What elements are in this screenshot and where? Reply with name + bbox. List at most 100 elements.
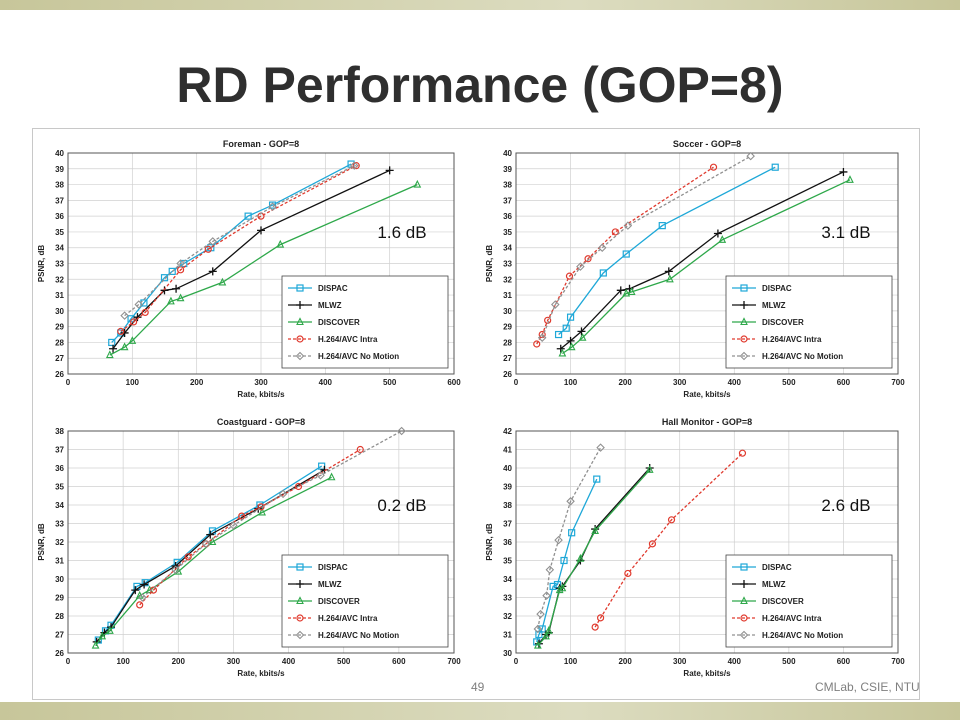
y-tick-label: 33 <box>503 594 512 603</box>
legend-marker <box>740 335 748 343</box>
data-point <box>566 313 575 321</box>
data-point <box>168 267 176 275</box>
y-tick-label: 35 <box>55 228 64 237</box>
legend-marker <box>739 351 749 361</box>
x-tick-label: 700 <box>891 378 905 387</box>
data-point <box>566 336 575 345</box>
data-point <box>257 226 265 235</box>
chart-title: Coastguard - GOP=8 <box>217 417 305 427</box>
data-point <box>597 243 607 252</box>
legend-label: DISPAC <box>318 284 348 293</box>
data-point <box>91 640 100 649</box>
legend-marker <box>295 351 305 361</box>
x-tick-label: 0 <box>514 378 519 387</box>
data-point <box>108 338 116 347</box>
plot-frame <box>515 152 899 375</box>
y-tick-label: 36 <box>55 464 64 473</box>
legend-marker <box>739 630 749 640</box>
series-line <box>120 165 357 332</box>
legend-label: MLWZ <box>762 301 786 310</box>
y-tick-label: 39 <box>503 483 512 492</box>
y-axis-label: PSNR, dB <box>37 245 46 283</box>
legend-label: DISCOVER <box>762 597 804 606</box>
data-point <box>542 631 550 640</box>
data-point <box>130 318 138 326</box>
y-tick-label: 28 <box>55 338 64 347</box>
data-point <box>533 640 542 649</box>
y-tick-label: 29 <box>55 323 64 332</box>
y-tick-label: 42 <box>503 427 512 436</box>
series-line <box>112 169 390 350</box>
legend-marker <box>740 596 748 605</box>
y-tick-label: 32 <box>55 275 64 284</box>
data-point <box>140 580 149 589</box>
legend-label: DISPAC <box>762 284 792 293</box>
data-point <box>134 300 144 309</box>
legend-marker <box>740 580 748 588</box>
x-tick-label: 0 <box>66 657 71 666</box>
x-axis-label: Rate, kbits/s <box>237 669 285 678</box>
data-point <box>105 350 114 359</box>
x-tick-label: 200 <box>618 657 632 666</box>
data-point <box>846 175 854 183</box>
data-point <box>238 512 246 520</box>
series-line <box>95 476 332 646</box>
data-point <box>568 529 576 537</box>
x-tick-label: 200 <box>190 378 204 387</box>
plot-frame <box>67 430 455 654</box>
data-point <box>746 151 755 161</box>
x-tick-label: 600 <box>837 657 851 666</box>
data-point <box>316 471 325 480</box>
chart-title: Hall Monitor - GOP=8 <box>662 417 752 427</box>
data-point <box>171 565 180 575</box>
data-point <box>160 286 169 295</box>
x-tick-label: 200 <box>618 378 632 387</box>
y-tick-label: 31 <box>55 557 64 566</box>
legend-label: DISPAC <box>318 563 348 572</box>
data-point <box>576 262 585 271</box>
top-decor-bar <box>0 0 960 10</box>
data-point <box>327 472 336 481</box>
legend-marker <box>296 301 304 309</box>
y-tick-label: 36 <box>55 212 64 221</box>
legend-label: MLWZ <box>762 580 786 589</box>
data-point <box>709 163 718 171</box>
legend-label: DISCOVER <box>318 318 360 327</box>
legend-label: H.264/AVC No Motion <box>762 352 843 361</box>
y-tick-label: 26 <box>55 370 64 379</box>
data-point <box>666 274 674 283</box>
y-axis-label: PSNR, dB <box>485 245 494 283</box>
legend-marker <box>296 596 304 605</box>
x-tick-label: 100 <box>126 378 140 387</box>
data-point <box>268 201 277 209</box>
y-tick-label: 38 <box>503 501 512 510</box>
data-point <box>176 259 185 268</box>
data-point <box>208 537 217 546</box>
data-point <box>385 166 394 175</box>
legend-marker <box>296 284 304 292</box>
data-point <box>664 267 673 276</box>
data-point <box>204 245 212 253</box>
data-point <box>133 313 142 322</box>
data-point <box>624 569 632 578</box>
data-point <box>658 222 666 230</box>
data-point <box>109 344 118 353</box>
data-point <box>771 163 779 171</box>
legend-label: H.264/AVC No Motion <box>318 352 399 361</box>
y-tick-label: 31 <box>503 291 512 300</box>
data-point <box>160 274 169 282</box>
data-point <box>544 626 553 634</box>
data-point <box>558 348 567 357</box>
data-point <box>257 503 265 511</box>
gain-annotation: 3.1 dB <box>821 223 870 242</box>
data-point <box>556 344 565 353</box>
legend-marker <box>740 317 748 326</box>
data-point <box>622 250 630 258</box>
data-point <box>667 516 676 524</box>
y-tick-label: 28 <box>503 338 512 347</box>
legend-label: H.264/AVC Intra <box>762 614 822 623</box>
data-point <box>554 535 563 545</box>
data-point <box>562 324 570 332</box>
